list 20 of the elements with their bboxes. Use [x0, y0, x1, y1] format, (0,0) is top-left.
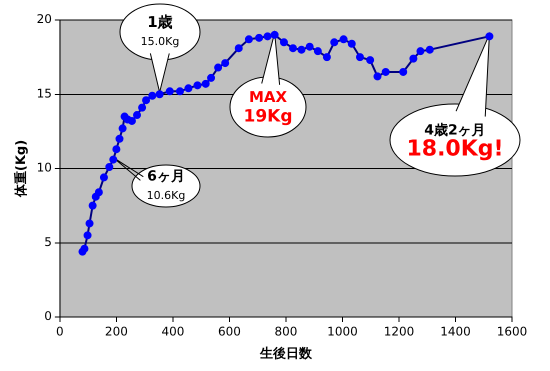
- x-tick-label: 1200: [384, 324, 414, 338]
- x-tick-label: 0: [56, 324, 64, 338]
- x-axis-title: 生後日数: [258, 346, 313, 362]
- y-tick-label: 10: [36, 160, 52, 175]
- x-tick-label: 800: [274, 324, 298, 338]
- x-tick-label: 200: [104, 324, 128, 338]
- x-tick-label: 600: [218, 324, 241, 338]
- x-tick-label: 1000: [327, 324, 358, 338]
- annotation: 4歳2ヶ月 18.0Kg!: [406, 122, 504, 162]
- y-tick-label: 5: [44, 234, 52, 249]
- y-tick-label: 20: [36, 12, 52, 26]
- y-tick-label: 15: [36, 86, 52, 100]
- x-tick-label: 400: [161, 324, 184, 338]
- x-tick-label: 1600: [496, 324, 528, 338]
- x-tick-label: 1400: [440, 324, 471, 338]
- y-tick-label: 0: [44, 309, 52, 324]
- annotation: 1歳 15.0Kg: [140, 12, 180, 48]
- annotation: 6ヶ月 10.6Kg: [146, 168, 186, 202]
- annotation: MAX 19Kg: [244, 88, 292, 126]
- y-axis-title: 体重(Kg): [13, 140, 30, 198]
